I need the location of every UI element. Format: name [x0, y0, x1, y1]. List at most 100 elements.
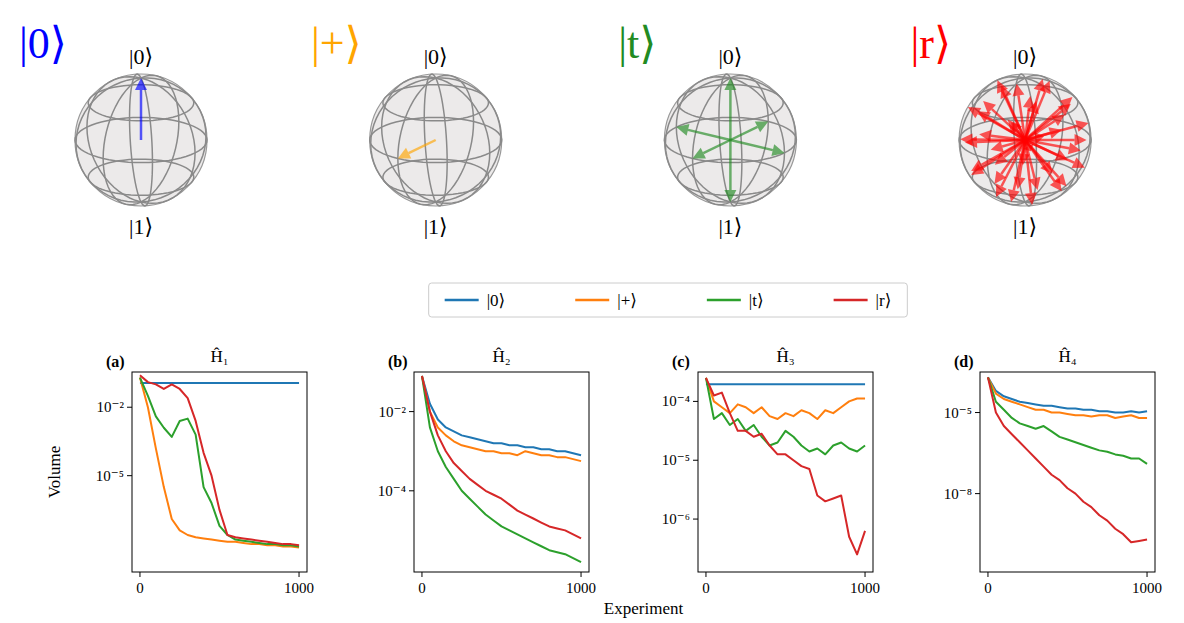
x-tick-label: 1000: [1132, 580, 1162, 596]
state-arrow: [729, 140, 732, 190]
x-tick-label: 0: [136, 580, 144, 596]
series-line: [988, 377, 1147, 418]
panel-title: Ĥ₃: [776, 347, 794, 366]
state-arrow: [1014, 140, 1025, 190]
arrow-head: [724, 190, 736, 202]
state-arrow: [1025, 139, 1074, 142]
pole-label: |1⟩: [1013, 214, 1037, 239]
arrow-head: [398, 148, 411, 159]
x-tick-label: 1000: [850, 580, 880, 596]
sphere-outline: [370, 74, 502, 206]
arrow-head: [994, 171, 1006, 184]
sphere-meridian: [960, 78, 1090, 202]
y-tick-label: 10⁻⁴: [378, 483, 406, 499]
sphere-latitude: [370, 117, 502, 162]
sphere-meridian: [676, 77, 784, 204]
arrow-head: [1055, 150, 1068, 161]
arrow-head: [1034, 132, 1044, 144]
frame: [414, 372, 589, 572]
series-line: [988, 377, 1147, 464]
frame: [132, 372, 307, 572]
series-line: [140, 382, 299, 384]
y-tick: [693, 519, 698, 520]
x-tick: [139, 572, 140, 577]
y-tick-label: 10⁻⁶: [662, 511, 690, 527]
series-line: [140, 375, 299, 545]
sphere-meridian: [130, 74, 153, 206]
pole-label: |0⟩: [424, 44, 448, 69]
y-tick-label: 10⁻⁵: [944, 405, 972, 421]
x-tick-label: 0: [702, 580, 710, 596]
arrow-head: [135, 78, 147, 90]
legend-swatch: [575, 299, 609, 302]
sphere-meridian: [665, 78, 795, 202]
series-line: [988, 377, 1147, 542]
plot-area: [140, 375, 299, 547]
sphere-meridian: [371, 78, 501, 202]
x-tick: [865, 572, 866, 577]
panel-title: Ĥ₄: [1058, 347, 1076, 366]
y-tick-label: 10⁻⁸: [944, 486, 972, 502]
state-arrow: [1016, 129, 1025, 140]
legend-label: |+⟩: [617, 291, 637, 310]
x-tick: [581, 572, 582, 577]
y-tick-label: 10⁻⁵: [662, 452, 690, 468]
y-tick: [693, 460, 698, 461]
y-tick: [127, 475, 132, 476]
state-arrow: [1001, 140, 1025, 186]
x-tick: [421, 572, 422, 577]
arrow-head: [1054, 173, 1066, 186]
state-arrow: [730, 127, 757, 140]
sphere-meridian: [103, 75, 179, 204]
arrow-head: [991, 141, 1004, 153]
y-tick-label: 10⁻⁵: [96, 468, 124, 484]
pole-label: |0⟩: [1013, 44, 1037, 69]
panel-letter: (d): [954, 353, 974, 371]
panel-title: Ĥ₂: [492, 347, 510, 366]
arrow-head: [1071, 157, 1084, 168]
y-tick-label: 10⁻²: [97, 399, 125, 415]
arrow-head: [1060, 97, 1073, 110]
panel-letter: (c): [672, 353, 690, 371]
sphere-meridian: [398, 75, 474, 204]
state-arrow: [140, 90, 143, 140]
pole-label: |1⟩: [424, 214, 448, 239]
y-axis-title: Volume: [45, 446, 64, 499]
state-label: |0⟩: [19, 19, 67, 68]
x-tick: [1147, 572, 1148, 577]
series-line: [422, 376, 581, 461]
legend-swatch: [445, 299, 479, 302]
state-arrow: [688, 130, 730, 140]
sphere-meridian: [382, 77, 490, 204]
series-line: [140, 378, 299, 547]
state-arrow: [1025, 126, 1077, 140]
arrow-head: [1013, 84, 1025, 97]
bloch-sphere: |0⟩|1⟩|r⟩: [910, 19, 1091, 239]
state-arrow: [972, 138, 1025, 141]
arrow-head: [1052, 114, 1065, 126]
panel: 0100010⁻²10⁻⁴Ĥ₂(b): [378, 347, 596, 596]
legend-label: |r⟩: [876, 291, 892, 310]
state-arrow: [1025, 108, 1029, 140]
y-tick: [127, 407, 132, 408]
state-arrow: [1025, 140, 1035, 178]
arrow-head: [693, 148, 706, 159]
sphere-outline: [75, 74, 207, 206]
panel-title: Ĥ₁: [210, 347, 228, 366]
panel-letter: (b): [388, 353, 408, 371]
x-tick: [987, 572, 988, 577]
x-tick-label: 1000: [284, 580, 314, 596]
pole-label: |1⟩: [129, 214, 153, 239]
arrow-head: [1029, 177, 1041, 190]
y-tick: [409, 411, 414, 412]
arrow-head: [755, 121, 768, 132]
legend-swatch: [707, 299, 741, 302]
plot-area: [988, 377, 1147, 542]
series-line: [422, 376, 581, 455]
y-tick-label: 10⁻²: [379, 404, 407, 420]
frame: [980, 372, 1155, 572]
state-arrow: [988, 117, 1025, 140]
x-axis-title: Experiment: [604, 599, 684, 618]
series-line: [988, 377, 1147, 412]
arrow-head: [1025, 192, 1037, 205]
